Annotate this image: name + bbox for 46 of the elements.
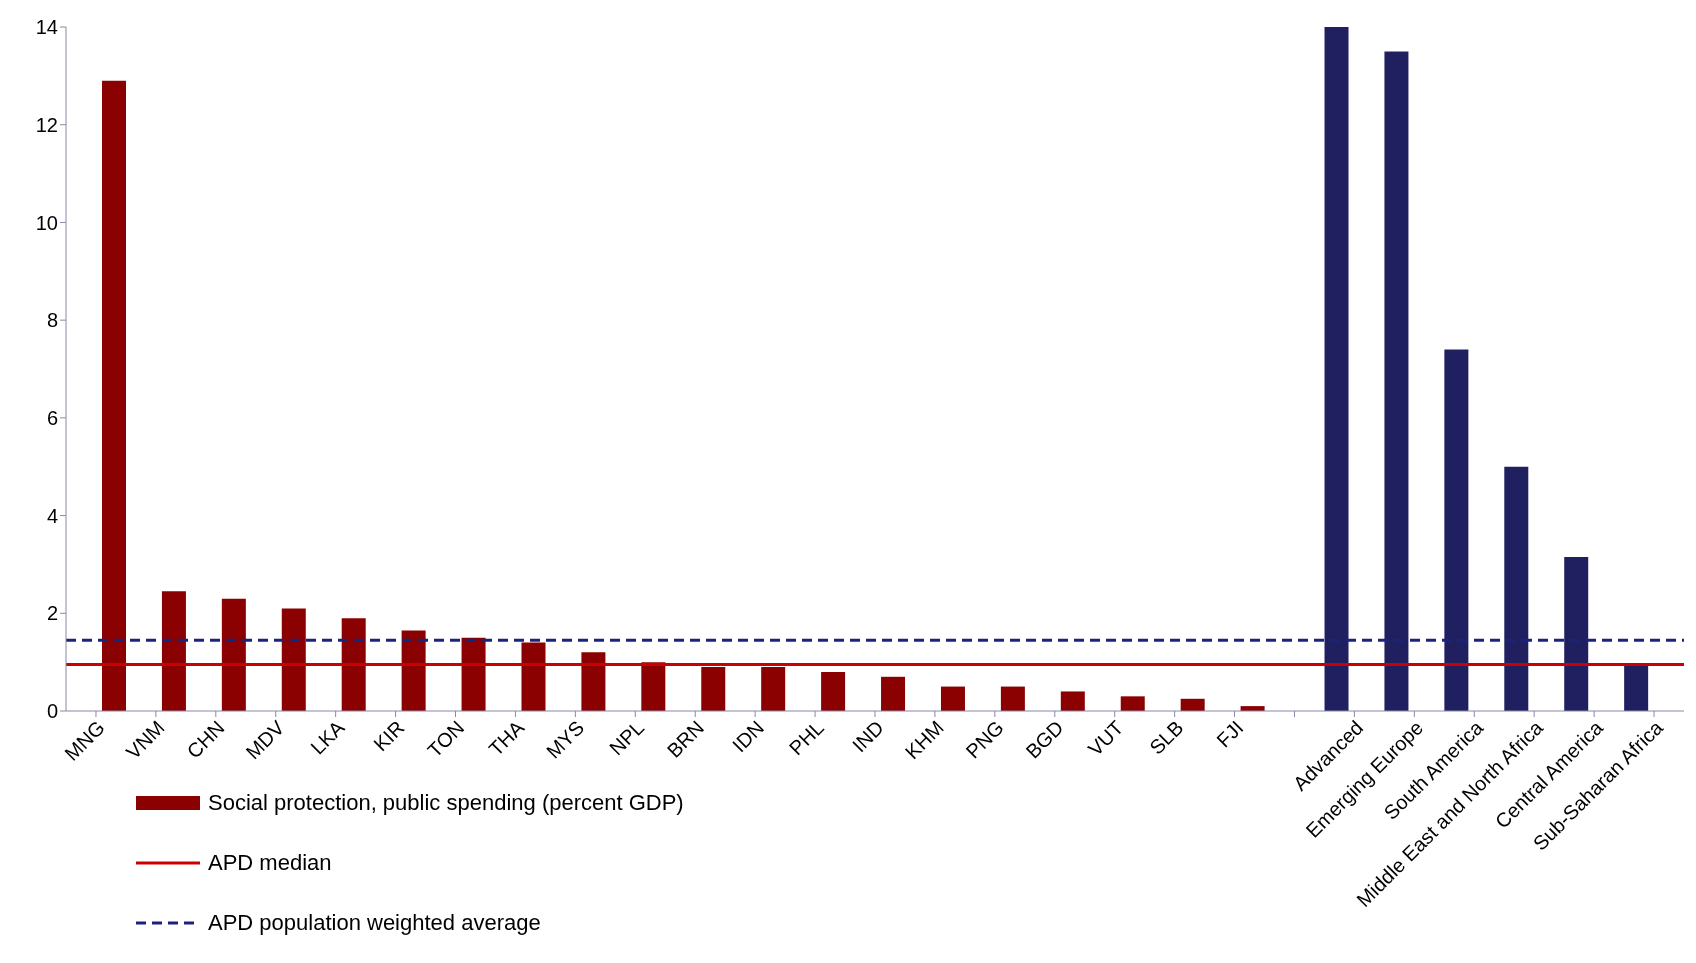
bar — [221, 598, 246, 711]
x-tick-label: LKA — [306, 715, 349, 759]
legend-label: APD median — [208, 850, 332, 876]
legend-label: APD population weighted average — [208, 910, 541, 936]
x-tick-label: FJI — [1212, 716, 1248, 752]
bar — [881, 676, 906, 711]
y-tick-label: 4 — [46, 504, 58, 527]
y-tick-label: 12 — [35, 113, 58, 136]
bar — [581, 652, 606, 711]
bar — [1060, 691, 1085, 711]
bar — [1504, 466, 1529, 711]
bar — [341, 618, 366, 711]
x-tick-label: KIR — [369, 716, 409, 756]
bar — [761, 667, 786, 711]
bar — [1624, 664, 1649, 711]
legend-label: Social protection, public spending (percent GDP) — [208, 790, 684, 816]
bar — [641, 662, 666, 711]
bar — [1444, 349, 1469, 711]
x-tick-label: NPL — [605, 716, 649, 760]
x-tick-label: IND — [847, 716, 888, 757]
x-tick-label: SLB — [1145, 716, 1188, 759]
bar — [701, 667, 726, 711]
y-tick-label: 0 — [46, 700, 58, 723]
bar — [161, 591, 186, 711]
bar — [1120, 696, 1145, 711]
bar — [461, 637, 486, 711]
x-tick-label: IDN — [728, 716, 769, 757]
y-tick-label: 10 — [35, 211, 58, 234]
bar — [1180, 698, 1205, 711]
bar — [1384, 51, 1409, 711]
bar — [521, 642, 546, 711]
y-tick-label: 8 — [46, 309, 58, 332]
y-tick-label: 2 — [46, 602, 58, 625]
bar — [102, 80, 126, 711]
bar — [1000, 686, 1025, 711]
bar — [401, 630, 426, 711]
bar — [821, 671, 846, 711]
y-tick-label: 6 — [46, 406, 58, 429]
x-tick-label: VUT — [1083, 716, 1128, 761]
x-tick-label: THA — [484, 715, 529, 761]
y-tick-label: 14 — [35, 16, 58, 39]
bar — [1324, 27, 1349, 711]
bar — [1564, 557, 1589, 711]
x-tick-label: PHL — [784, 716, 828, 760]
bar — [281, 608, 306, 711]
bar — [940, 686, 965, 711]
